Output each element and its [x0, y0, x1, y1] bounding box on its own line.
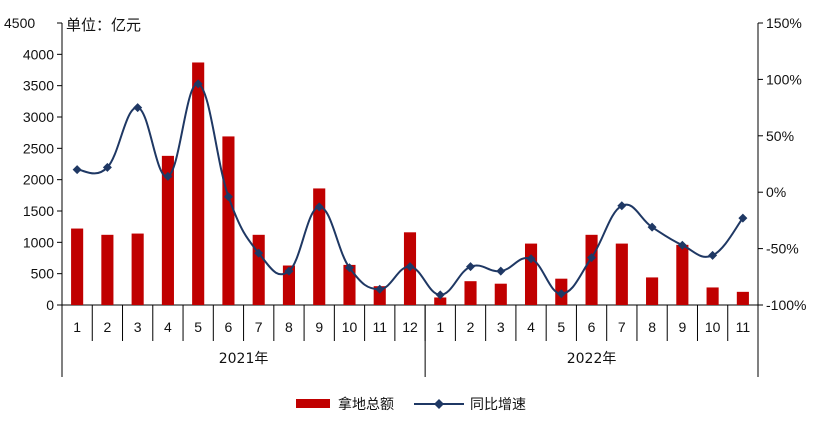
line-point [314, 202, 324, 212]
left-tick-label: 500 [31, 266, 55, 282]
line-point [344, 263, 354, 273]
right-tick-label: -100% [766, 297, 806, 313]
line-point [193, 79, 203, 89]
x-tick-label: 10 [705, 319, 721, 335]
line-point [738, 213, 748, 223]
left-tick-label: 0 [46, 297, 54, 313]
legend: 拿地总额 同比增速 [296, 396, 526, 413]
x-tick-label: 7 [618, 319, 626, 335]
x-tick-label: 4 [164, 319, 172, 335]
right-tick-label: -50% [766, 241, 799, 257]
right-tick-label: 150% [766, 15, 802, 31]
line-point [466, 262, 476, 272]
bar [161, 155, 174, 305]
line-point [133, 103, 143, 113]
bar [252, 234, 265, 305]
bar [313, 188, 326, 305]
legend-label-bar: 拿地总额 [338, 396, 394, 413]
line-point [587, 253, 597, 263]
line-point [556, 289, 566, 299]
line-point [72, 165, 82, 175]
left-tick-label: 1000 [23, 234, 54, 250]
labels-layer: 0 500 1000 1500 2000 2500 3000 3500 4000 4500 -100… [4, 15, 806, 367]
bar [131, 233, 144, 305]
line-point [677, 240, 687, 250]
bar [736, 291, 749, 305]
unit-label: 单位：亿元 [66, 16, 141, 34]
x-tick-label: 7 [255, 319, 263, 335]
x-tick-label: 11 [372, 319, 387, 335]
x-tick-label: 10 [342, 319, 358, 335]
bar [101, 234, 114, 305]
legend-swatch-bar [296, 399, 330, 408]
bar [222, 136, 235, 305]
x-tick-label: 8 [285, 319, 293, 335]
right-tick-label: 100% [766, 71, 802, 87]
legend-swatch-marker [434, 399, 444, 409]
x-tick-label: 5 [557, 319, 565, 335]
bar [524, 243, 538, 305]
line-layer [72, 79, 748, 300]
year-group-label: 2022年 [567, 351, 617, 367]
bar [71, 228, 84, 305]
bar [706, 287, 719, 305]
x-tick-label: 6 [225, 319, 233, 335]
line-point [254, 248, 264, 258]
bar [676, 244, 689, 305]
x-tick-label: 1 [436, 319, 444, 335]
line-point [102, 162, 112, 172]
year-group-label: 2021年 [219, 351, 269, 367]
x-tick-label: 1 [73, 319, 81, 335]
line-point [647, 222, 657, 232]
legend-label-line: 同比增速 [470, 397, 526, 413]
x-tick-label: 3 [497, 319, 505, 335]
left-tick-label: 1500 [23, 203, 54, 219]
bar [282, 265, 296, 305]
bar [646, 277, 659, 305]
x-tick-label: 6 [588, 319, 596, 335]
left-tick-label: 4500 [4, 15, 35, 31]
line-point [435, 290, 445, 300]
right-tick-label: 0% [766, 184, 786, 200]
left-tick-label: 2000 [23, 172, 54, 188]
line-point [405, 262, 415, 272]
x-tick-label: 5 [194, 319, 202, 335]
x-tick-label: 8 [648, 319, 656, 335]
line-point [617, 201, 627, 211]
bar [464, 281, 477, 305]
bar [343, 264, 356, 305]
line-point [163, 171, 173, 181]
x-tick-label: 4 [527, 319, 535, 335]
line-point [375, 284, 385, 294]
x-tick-label: 9 [315, 319, 323, 335]
left-tick-label: 3500 [23, 78, 54, 94]
bar [615, 243, 628, 305]
x-tick-label: 3 [134, 319, 142, 335]
line-point [284, 266, 294, 276]
line-point [496, 266, 506, 276]
bar [192, 62, 205, 306]
bar [494, 283, 507, 305]
x-tick-label: 12 [402, 319, 418, 335]
left-tick-label: 3000 [23, 109, 54, 125]
x-tick-label: 9 [678, 319, 686, 335]
x-tick-label: 11 [736, 319, 751, 335]
x-tick-label: 2 [103, 319, 111, 335]
line-point [526, 254, 536, 264]
bar [585, 234, 598, 305]
line-point [708, 250, 718, 260]
left-tick-label: 4000 [23, 46, 54, 62]
bar [434, 297, 447, 305]
line-point [223, 192, 233, 202]
left-tick-label: 2500 [23, 140, 54, 156]
right-tick-label: 50% [766, 128, 794, 144]
bar [373, 286, 386, 305]
x-tick-label: 2 [467, 319, 475, 335]
